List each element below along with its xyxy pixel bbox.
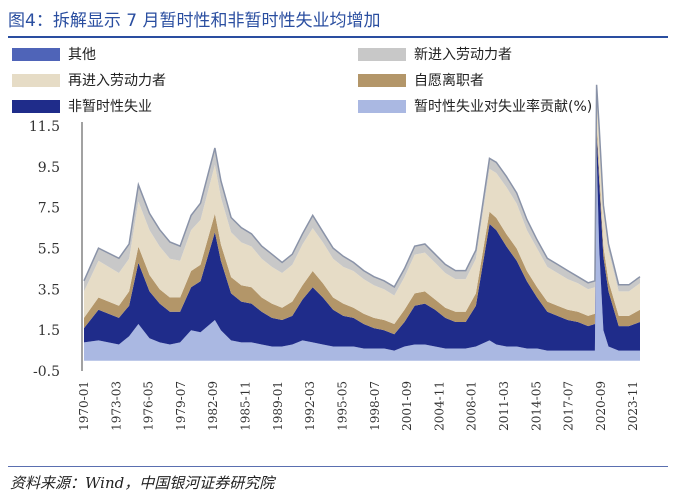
legend-swatch-reentrant [12,73,60,87]
legend-label-job-leaver: 自愿离职者 [414,73,484,89]
x-tick-label: 1973-03 [109,381,123,431]
x-tick-label: 2023-11 [626,381,640,431]
legend-swatch-job-leaver [358,73,406,87]
area-permanent [84,132,640,351]
x-tick-label: 1979-07 [174,381,188,431]
y-tick-labels: 11.5 9.5 7.5 5.5 3.5 1.5 -0.5 [29,119,60,380]
area-reentrant [84,91,640,324]
legend-label-permanent: 非暂时性失业 [68,99,152,115]
x-tick-label: 2004-11 [432,381,446,431]
legend-swatch-permanent [12,99,60,113]
x-tick-label: 1989-01 [271,381,285,431]
x-tick-label: 1976-05 [142,381,156,431]
y-tick-label: 11.5 [29,119,60,135]
x-tick-labels: 1970-01 1973-03 1976-05 1979-07 1982-09 1985-… [77,381,640,431]
x-tick-label: 1995-05 [335,381,349,431]
y-tick-label: 1.5 [38,323,60,339]
legend-label-other: 其他 [68,47,96,63]
x-tick-label: 2001-09 [400,381,414,431]
x-tick-label: 1992-03 [303,381,317,431]
legend-item-temporary: 暂时性失业对失业率贡献(%) [358,96,592,116]
y-tick-label: 5.5 [38,242,60,258]
legend-label-temporary: 暂时性失业对失业率贡献(%) [414,99,593,115]
legend-item-permanent: 非暂时性失业 [12,96,152,116]
legend-item-job-leaver: 自愿离职者 [358,70,484,90]
legend-item-reentrant: 再进入劳动力者 [12,70,166,90]
y-tick-label: 7.5 [38,201,60,217]
x-tick-label: 2008-01 [465,381,479,431]
legend-swatch-other [12,47,60,61]
x-tick-label: 2011-03 [497,381,511,431]
y-tick-label: 9.5 [38,160,60,176]
x-tick-label: 1970-01 [77,381,91,431]
x-tick-label: 1982-09 [206,381,220,431]
stacked-areas [83,84,641,361]
x-tick-label: 2014-05 [529,381,543,431]
legend-label-new-entrant: 新进入劳动力者 [414,47,512,63]
source-note: 资料来源：Wind，中国银河证券研究院 [10,474,275,492]
chart-title: 图4：拆解显示 7 月暂时性和非暂时性失业均增加 [8,11,381,31]
legend-item-new-entrant: 新进入劳动力者 [358,44,512,64]
x-tick-label: 2017-07 [562,381,576,431]
legend-swatch-new-entrant [358,47,406,61]
legend-swatch-temporary [358,99,406,113]
x-tick-label: 1985-11 [239,381,253,431]
legend-label-reentrant: 再进入劳动力者 [68,73,166,89]
legend-item-other: 其他 [12,44,96,64]
y-tick-label: -0.5 [33,364,60,380]
source-rule [8,466,668,467]
y-tick-label: 3.5 [38,282,60,298]
legend: 其他 新进入劳动力者 再进入劳动力者 自愿离职者 非暂时性失业 暂时性失业对失业… [12,44,662,120]
x-tick-label: 2020-09 [594,381,608,431]
area-temporary [84,152,640,361]
total-outline [83,84,641,288]
title-rule [8,36,668,38]
x-tick-label: 1998-07 [368,381,382,431]
